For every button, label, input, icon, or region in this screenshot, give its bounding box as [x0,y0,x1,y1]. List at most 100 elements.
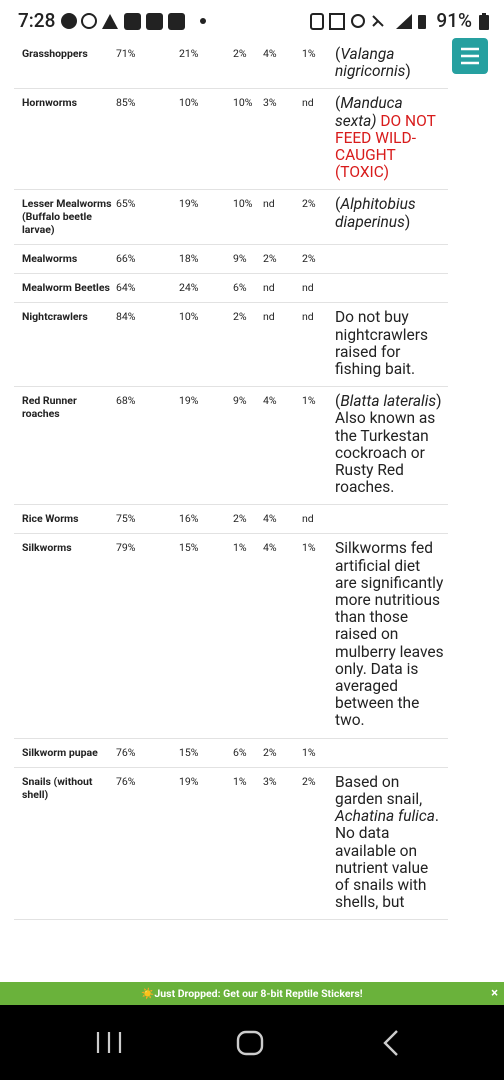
nutrient-value: 4% [263,40,302,90]
note-text: DO NOT FEED WILD-CAUGHT (TOXIC) [335,111,436,182]
home-button[interactable] [236,1030,264,1056]
insect-name: Silkworm pupae [14,738,116,768]
nutrient-value: 6% [233,738,263,768]
nutrient-value: 1% [233,533,263,739]
nutrient-value: nd [302,302,335,388]
note-text: Do not buy nightcrawlers raised for fish… [335,308,429,379]
nutrient-value: 6% [233,273,263,304]
status-bar: 7:28 91% [0,0,504,40]
nutrient-value: 1% [302,386,335,506]
nutrient-value: 79% [116,533,179,739]
system-icons [310,13,426,30]
note: Do not buy nightcrawlers raised for fish… [335,302,448,388]
nutrient-value: 2% [302,244,335,275]
table-row: Silkworm pupae 76% 15% 6% 2% 1% [14,738,448,768]
nutrient-value: nd [263,189,302,246]
promo-banner[interactable]: ☀️Just Dropped: Get our 8-bit Reptile St… [0,982,504,1005]
nutrient-value: 18% [179,244,233,275]
insect-name: Lesser Mealworms (Buffalo beetle larvae) [14,189,116,246]
note-text: Blatta lateralis [340,392,437,411]
nutrient-value: 15% [179,738,233,768]
nutrient-value: 3% [263,767,302,921]
nutrient-value: 2% [233,40,263,90]
insect-name: Snails (without shell) [14,767,116,921]
nutrient-value: 2% [263,738,302,768]
note: (Valanga nigricornis) [335,40,448,90]
note: Based on garden snail, Achatina fulica. … [335,767,448,921]
table-row: Grasshoppers 71% 21% 2% 4% 1% (Valanga nigrico… [14,40,448,90]
menu-icon [461,47,479,65]
nutrient-value: 16% [179,504,233,535]
nutrient-value: 76% [116,738,179,768]
nutrient-value: 9% [233,386,263,506]
nutrient-value: 9% [233,244,263,275]
banner-close[interactable]: × [491,986,498,1001]
note-text: ( [335,392,341,411]
note: Silkworms fed artificial diet are signif… [335,533,448,739]
insect-name: Grasshoppers [14,40,116,90]
nutrient-value: 75% [116,504,179,535]
note-text: Achatina fulica [335,807,435,826]
insect-name: Mealworm Beetles [14,273,116,304]
nutrient-value: 3% [263,88,302,191]
nutrient-value: 64% [116,273,179,304]
clock: 7:28 [18,9,56,32]
insect-name: Hornworms [14,88,116,191]
nutrient-value: nd [302,273,335,304]
nutrient-value: nd [263,302,302,388]
table-row: Red Runner roaches 68% 19% 9% 4% 1% (Blatta la… [14,386,448,506]
nutrient-value: 21% [179,40,233,90]
nutrition-table: Grasshoppers 71% 21% 2% 4% 1% (Valanga nigrico… [14,40,448,921]
nutrient-value: 66% [116,244,179,275]
nutrient-value: 10% [179,88,233,191]
nutrient-value: nd [302,88,335,191]
table-row: Mealworms 66% 18% 9% 2% 2% [14,244,448,275]
table-row: Nightcrawlers 84% 10% 2% nd nd Do not buy nigh… [14,302,448,388]
battery-level: 91% [436,9,472,32]
nutrient-value: nd [263,273,302,304]
insect-name: Rice Worms [14,504,116,535]
nutrient-value: 1% [302,533,335,739]
nutrient-value: 2% [302,189,335,246]
nutrient-value: 19% [179,386,233,506]
nutrient-value: 76% [116,767,179,921]
nutrient-value: 10% [233,189,263,246]
page-content: Grasshoppers 71% 21% 2% 4% 1% (Valanga nigrico… [0,40,504,982]
navigation-bar [0,1005,504,1080]
note: (Blatta lateralis) Also known as the Tur… [335,386,448,506]
nav-buttons [96,1030,398,1056]
note-text: Alphitobius diaperinus [335,195,416,231]
note-text: ( [335,195,341,214]
insect-name: Red Runner roaches [14,386,116,506]
nutrient-value: 84% [116,302,179,388]
note: (Manduca sexta) DO NOT FEED WILD-CAUGHT … [335,88,448,191]
note-text: Based on garden snail, [335,772,423,808]
nutrient-value: 10% [179,302,233,388]
note: (Alphitobius diaperinus) [335,189,448,246]
nutrient-value: 15% [179,533,233,739]
note-text: ) [405,62,411,81]
note-text: Valanga nigricornis [335,45,406,81]
nutrient-value: 1% [233,767,263,921]
note-text: Manduca sexta) [335,94,403,130]
note-text: ( [335,94,341,113]
note-text: ( [335,45,341,63]
nutrient-value: 2% [263,244,302,275]
insect-name: Silkworms [14,533,116,739]
insect-name: Nightcrawlers [14,302,116,388]
menu-button[interactable] [452,38,488,74]
note [335,244,448,275]
nutrient-value: 19% [179,189,233,246]
table-row: Mealworm Beetles 64% 24% 6% nd nd [14,273,448,304]
nutrient-value: 1% [302,40,335,90]
note-text: Silkworms fed artificial diet are signif… [335,539,444,730]
recents-button[interactable] [96,1032,122,1053]
nutrient-value: nd [302,504,335,535]
nutrient-value: 71% [116,40,179,90]
back-button[interactable] [383,1030,398,1056]
nutrient-value: 10% [233,88,263,191]
nutrient-value: 24% [179,273,233,304]
banner-text[interactable]: ☀️Just Dropped: Get our 8-bit Reptile St… [141,987,363,1000]
nutrient-value: 85% [116,88,179,191]
note-text: ) Also known as the Turkestan cockroach … [335,392,442,497]
